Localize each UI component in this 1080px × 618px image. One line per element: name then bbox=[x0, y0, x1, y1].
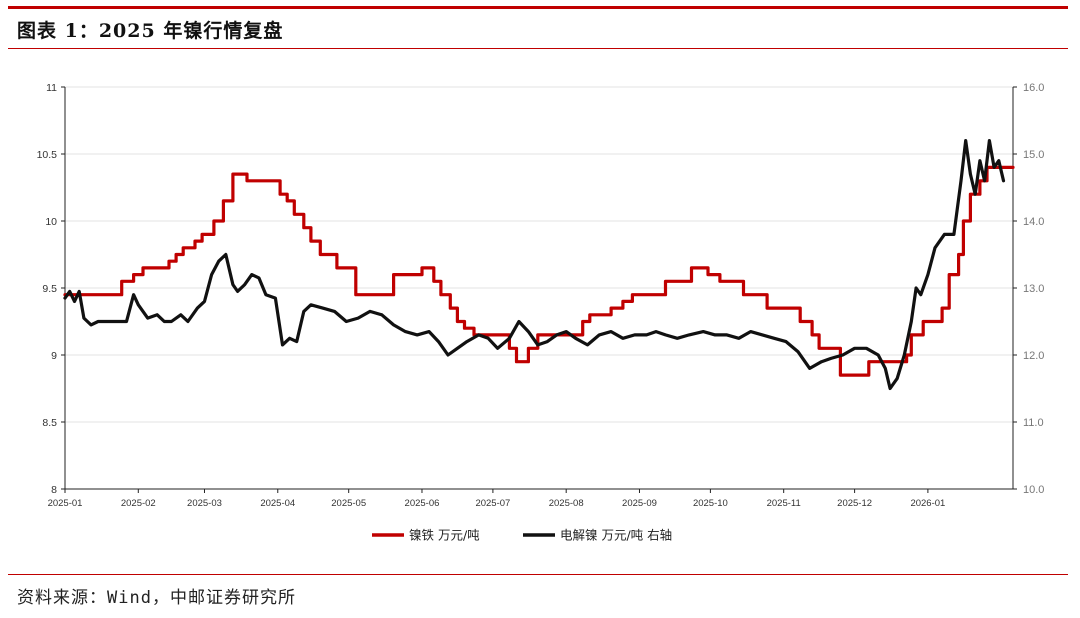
left-y-tick-label: 9.5 bbox=[42, 283, 57, 295]
x-axis-ticks: 2025-01 2025-02 2025-03 2025-04 2025-05 2025-… bbox=[48, 498, 946, 509]
top-accent-rule bbox=[8, 6, 1068, 9]
left-y-tick-label: 11 bbox=[46, 82, 57, 94]
right-y-tick-label: 11.0 bbox=[1023, 417, 1044, 429]
x-tick-label: 2025-02 bbox=[121, 498, 156, 509]
right-y-tick-label: 12.0 bbox=[1023, 350, 1044, 362]
nickel-price-chart: 8 8.5 9 9.5 10 10.5 11 10.0 11.0 12.0 13.0 14.0 15.… bbox=[37, 82, 1045, 543]
x-tick-label: 2026-01 bbox=[910, 498, 945, 509]
left-y-axis-ticks: 8 8.5 9 9.5 10 10.5 11 bbox=[37, 82, 58, 496]
grid-lines bbox=[65, 86, 1013, 423]
x-tick-label: 2025-01 bbox=[48, 498, 83, 509]
series-lines bbox=[63, 139, 1015, 391]
right-y-tick-label: 14.0 bbox=[1023, 216, 1044, 228]
x-tick-label: 2025-12 bbox=[837, 498, 872, 509]
series-line-nickel-iron bbox=[63, 165, 1015, 377]
left-y-tick-label: 10 bbox=[45, 216, 57, 228]
footer-divider bbox=[8, 574, 1068, 575]
x-tick-label: 2025-05 bbox=[331, 498, 366, 509]
legend-label-nickel-iron: 镍铁 万元/吨 bbox=[409, 528, 480, 543]
left-y-tick-label: 8.5 bbox=[42, 417, 57, 429]
x-tick-label: 2025-07 bbox=[475, 498, 510, 509]
x-tick-label: 2025-09 bbox=[622, 498, 657, 509]
x-tick-label: 2025-04 bbox=[260, 498, 295, 509]
right-y-tick-label: 15.0 bbox=[1023, 149, 1044, 161]
x-tick-label: 2025-06 bbox=[405, 498, 440, 509]
left-y-tick-label: 10.5 bbox=[37, 149, 58, 161]
right-y-tick-label: 13.0 bbox=[1023, 283, 1044, 295]
legend: 镍铁 万元/吨 电解镍 万元/吨 右轴 bbox=[372, 528, 672, 543]
title-divider bbox=[8, 48, 1068, 49]
legend-label-electrolytic-nickel: 电解镍 万元/吨 右轴 bbox=[560, 528, 672, 543]
left-y-tick-label: 9 bbox=[51, 350, 57, 362]
axes bbox=[61, 86, 1017, 493]
x-tick-label: 2025-08 bbox=[549, 498, 584, 509]
page-title: 图表 1：2025 年镍行情复盘 bbox=[17, 20, 284, 42]
x-tick-label: 2025-03 bbox=[187, 498, 222, 509]
x-tick-label: 2025-11 bbox=[767, 498, 801, 509]
source-note: 资料来源：Wind，中邮证券研究所 bbox=[17, 588, 296, 608]
series-line-electrolytic-nickel bbox=[63, 139, 1006, 391]
left-y-tick-label: 8 bbox=[51, 484, 57, 496]
right-y-tick-label: 16.0 bbox=[1023, 82, 1044, 94]
right-y-axis-ticks: 10.0 11.0 12.0 13.0 14.0 15.0 16.0 bbox=[1023, 82, 1044, 496]
right-y-tick-label: 10.0 bbox=[1023, 484, 1044, 496]
x-tick-label: 2025-10 bbox=[693, 498, 728, 509]
